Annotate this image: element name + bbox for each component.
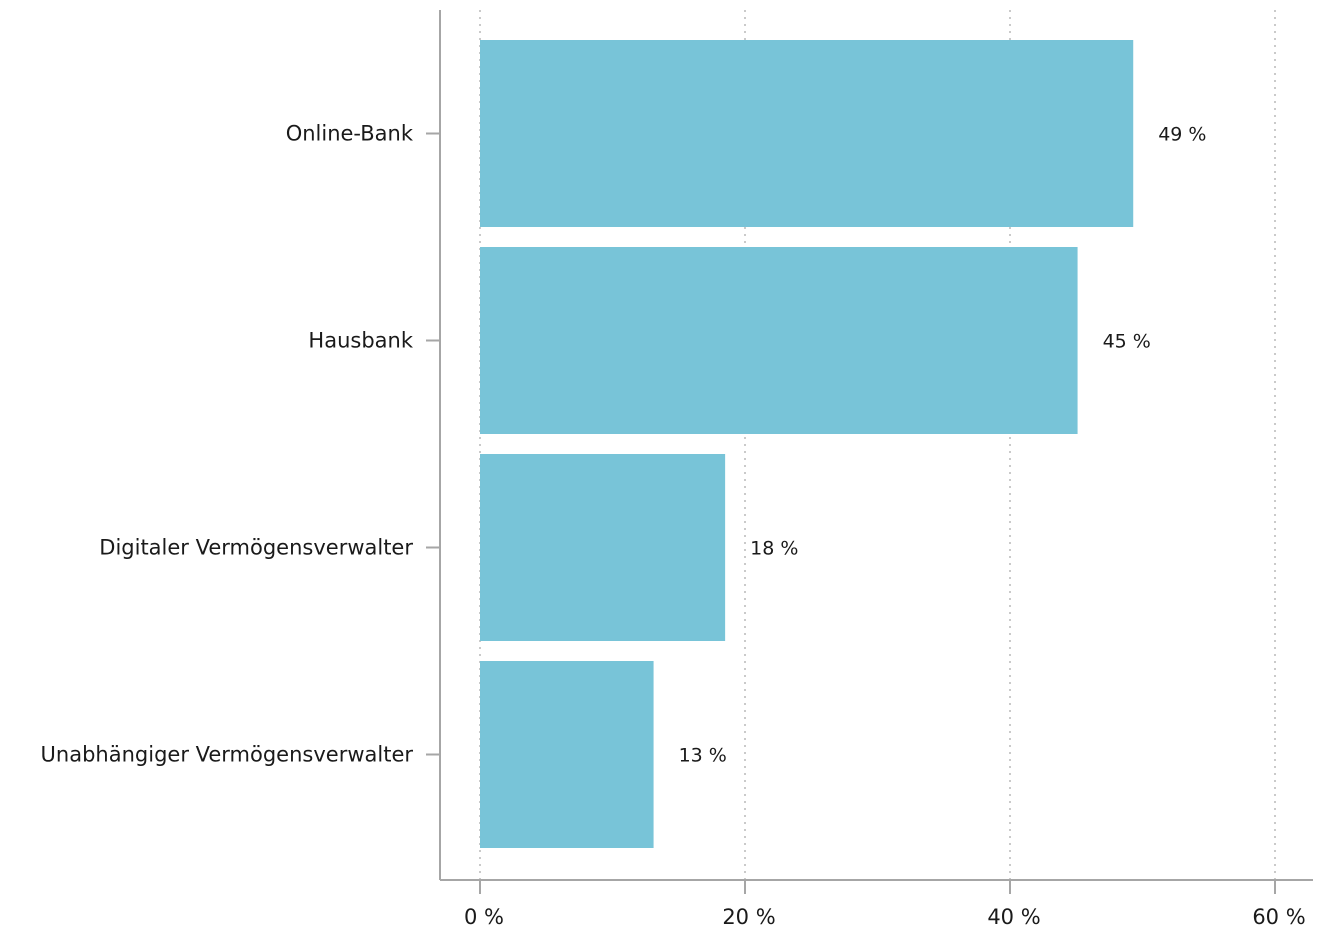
bar-1 (480, 247, 1078, 434)
bars (480, 40, 1134, 848)
value-labels: 49 % 45 % 18 % 13 % (679, 124, 1207, 767)
x-tick-label-20: 20 % (722, 905, 775, 927)
bar-0 (480, 40, 1134, 227)
x-tick-label-40: 40 % (987, 905, 1040, 927)
value-label-2: 18 % (750, 538, 798, 560)
category-labels: Online-Bank Hausbank Digitaler Vermögensve… (41, 122, 414, 767)
value-label-3: 13 % (679, 745, 727, 767)
bar-3 (480, 661, 654, 848)
category-label-3: Unabhängiger Vermögensverwalter (41, 743, 414, 767)
gridlines (479, 10, 1276, 880)
axes (426, 10, 1313, 894)
value-label-0: 49 % (1158, 124, 1206, 146)
category-label-1: Hausbank (308, 329, 413, 353)
category-label-2: Digitaler Vermögensverwalter (99, 536, 413, 560)
category-label-0: Online-Bank (286, 122, 414, 146)
x-tick-labels: 0 % 20 % 40 % 60 % (464, 905, 1306, 927)
value-label-1: 45 % (1103, 331, 1151, 353)
x-tick-label-0: 0 % (464, 905, 504, 927)
bar-2 (480, 454, 726, 641)
x-tick-label-60: 60 % (1252, 905, 1305, 927)
